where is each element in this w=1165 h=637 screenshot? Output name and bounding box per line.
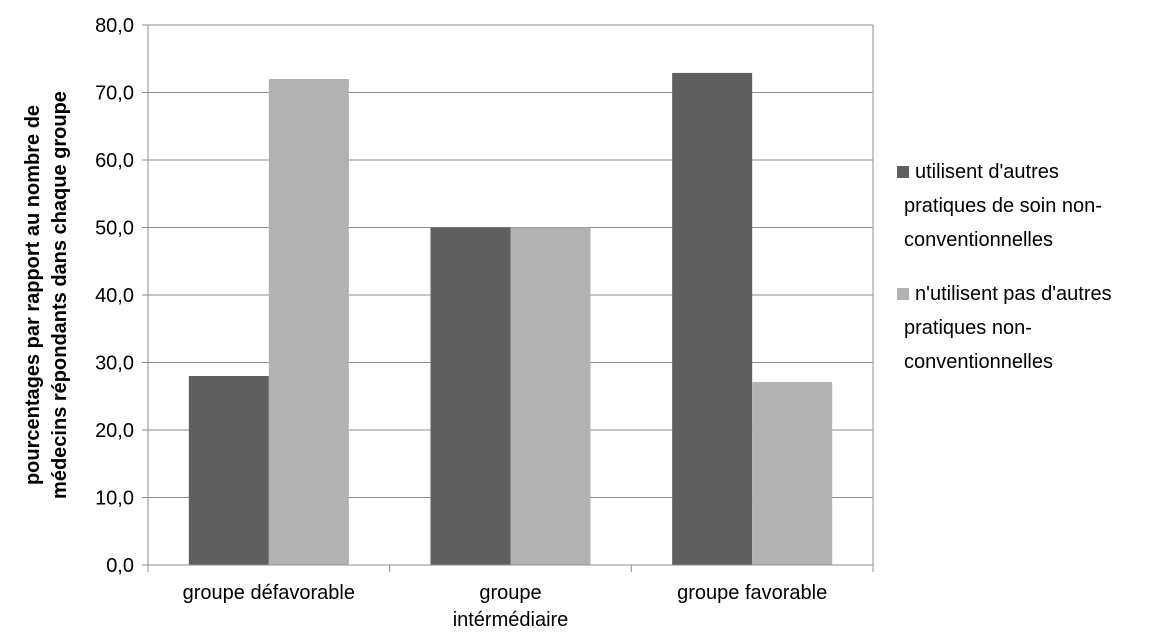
legend-swatch bbox=[897, 166, 909, 178]
bar bbox=[752, 382, 832, 565]
bar bbox=[672, 73, 752, 565]
bars bbox=[189, 73, 832, 565]
y-tick-label: 60,0 bbox=[95, 150, 134, 172]
y-tick-label: 0,0 bbox=[106, 555, 134, 577]
legend-entry-line: pratiques non- bbox=[904, 317, 1032, 339]
x-category-label: groupe intérmédiaire bbox=[453, 582, 569, 631]
y-axis-title: pourcentages par rapport au nombre de méd… bbox=[22, 91, 71, 499]
y-axis-title-line: médecins répondants dans chaque groupe bbox=[49, 91, 71, 499]
legend-entry: n'utilisent pas d'autres pratiques non-co… bbox=[904, 283, 1112, 373]
x-category-labels: groupe défavorable groupe intérmédiairegro… bbox=[183, 582, 828, 631]
x-category-label-line: groupe favorable bbox=[677, 582, 827, 604]
legend-entry: utilisent d'autres pratiques de soin non-… bbox=[904, 161, 1102, 251]
x-category-label-line: groupe bbox=[479, 582, 541, 604]
legend-entry-line: conventionnelles bbox=[904, 351, 1053, 373]
y-tick-label: 50,0 bbox=[95, 218, 134, 240]
bar bbox=[511, 228, 591, 566]
y-axis-title: pourcentages par rapport au nombre de méd… bbox=[22, 91, 71, 499]
legend-entry-line: n'utilisent pas d'autres bbox=[915, 283, 1112, 305]
y-tick-label: 40,0 bbox=[95, 285, 134, 307]
bar bbox=[431, 228, 511, 566]
legend-swatch bbox=[897, 288, 909, 300]
bar bbox=[189, 376, 269, 565]
x-category-label: groupe défavorable bbox=[183, 582, 355, 604]
x-category-label-line: groupe défavorable bbox=[183, 582, 355, 604]
legend-entry-line: pratiques de soin non- bbox=[904, 195, 1102, 217]
y-tick-label: 30,0 bbox=[95, 353, 134, 375]
x-category-label: groupe favorable bbox=[677, 582, 827, 604]
y-axis-title-line: pourcentages par rapport au nombre de bbox=[22, 105, 44, 485]
legend-entry-line: utilisent d'autres bbox=[915, 161, 1059, 183]
legend-entry-line: conventionnelles bbox=[904, 229, 1053, 251]
y-tick-label: 80,0 bbox=[95, 15, 134, 37]
x-category-label-line: intérmédiaire bbox=[453, 609, 569, 631]
legend: utilisent d'autres pratiques de soin non-… bbox=[897, 161, 1112, 373]
y-tick-label: 70,0 bbox=[95, 83, 134, 105]
y-tick-label: 10,0 bbox=[95, 488, 134, 510]
bar bbox=[269, 79, 349, 565]
y-tick-label: 20,0 bbox=[95, 420, 134, 442]
y-tick-labels: 0,0 10,0 20,0 30,0 40,0 50,0 60,0 70,0 80,0 bbox=[95, 15, 134, 577]
